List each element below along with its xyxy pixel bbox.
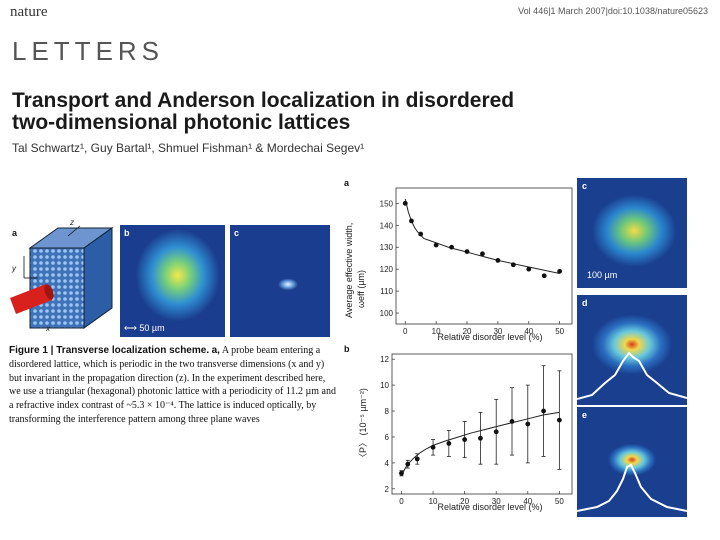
chart-a-panel-letter: a: [344, 178, 350, 188]
section-heading: LETTERS: [12, 36, 165, 66]
chart-a-data-point: [409, 218, 414, 224]
chart-a-ylabel: Average effective width, ωeff (µm): [344, 223, 366, 318]
panel-e-profile-curve: [577, 463, 687, 512]
figure1-panel-b-image: b ⟷ 50 µm: [120, 225, 225, 337]
chart-b-ytick-label: 2: [385, 485, 390, 494]
chart-a-data-point: [526, 266, 532, 272]
panel-letter-b: b: [124, 228, 130, 238]
chart-b-data-point: [430, 444, 436, 450]
chart-b-ytick-label: 6: [385, 433, 390, 442]
scalebar-100um: 100 µm: [587, 270, 618, 280]
chart-b-data-point: [414, 456, 420, 462]
chart-a-data-point: [433, 242, 439, 248]
title-line-2: two-dimensional photonic lattices: [12, 111, 351, 134]
caption-text: A probe beam entering a disordered latti…: [9, 345, 336, 425]
chart-a-svg: a Average effective width, ωeff (µm) 0 10…: [344, 178, 573, 342]
chart-b-data-point: [478, 435, 483, 441]
axis-label-x: x: [46, 324, 50, 333]
chart-b-data-point: [556, 417, 562, 423]
chart-b-data-point: [446, 441, 452, 446]
chart-a-ytick-label: 150: [380, 199, 394, 208]
chart-a-data-point: [495, 257, 501, 263]
article-title: Transport and Anderson localization in d…: [12, 90, 712, 134]
chart-b-data-point: [541, 408, 546, 414]
axis-label-y: y: [12, 264, 16, 273]
chart-b-xtick-label: 20: [460, 497, 469, 506]
chart-a-data-point: [480, 251, 485, 257]
chart-b-xtick-label: 0: [399, 497, 404, 506]
chart-b-xtick-label: 30: [492, 497, 501, 506]
chart-a-data-point: [402, 200, 408, 206]
chart-a-ytick-label: 120: [380, 265, 394, 274]
lattice-cube-illustration: [10, 225, 114, 329]
chart-b-xtick-label: 10: [429, 497, 438, 506]
fig2-panel-letter-e: e: [582, 410, 588, 420]
caption-panel-ref: a,: [211, 345, 220, 356]
chart-b-xtick-label: 50: [555, 497, 564, 506]
chart-a-data-point: [464, 249, 470, 255]
chart-b-ylabel: 〈P〉 (10⁻⁵ µm⁻²): [358, 388, 368, 462]
chart-b-ytick-label: 8: [385, 407, 390, 416]
chart-a-xtick-label: 50: [555, 327, 564, 336]
chart-b-ytick-label: 4: [385, 459, 390, 468]
chart-a-ytick-label: 130: [380, 243, 394, 252]
chart-a-plot-area: 0 10 20 30 40 50 100 110 120 130 140 150: [380, 187, 573, 336]
figure2-panel-c-image: c 100 µm: [577, 178, 687, 288]
chart-b-xtick-label: 40: [523, 497, 532, 506]
chart-b-frame: [391, 353, 573, 495]
chart-a-data-point: [418, 231, 424, 237]
issue-info: Vol 446|1 March 2007|doi:10.1038/nature0…: [518, 6, 708, 16]
figure2-panel-d-image: d: [577, 295, 687, 405]
chart-b-data-point: [399, 470, 404, 476]
chart-a-data-point: [449, 244, 454, 250]
author-list: Tal Schwartz¹, Guy Bartal¹, Shmuel Fishm…: [12, 141, 365, 155]
chart-b-panel-letter: b: [344, 344, 350, 354]
chart-a-data-point: [541, 273, 547, 279]
journal-name: nature: [10, 4, 48, 20]
chart-a-data-point: [557, 268, 563, 274]
chart-a-xlabel: Relative disorder level (%): [437, 332, 542, 342]
caption-label: Figure 1 | Transverse localization schem…: [9, 345, 210, 356]
chart-a-ylabel-line1: Average effective width,: [344, 223, 354, 318]
chart-a-ytick-label: 140: [380, 221, 394, 230]
scalebar-50um: ⟷ 50 µm: [124, 323, 165, 333]
figure1-panel-a: a y x z: [8, 218, 118, 336]
axis-label-z: z: [70, 218, 74, 227]
chart-a-xtick-label: 20: [463, 327, 472, 336]
title-line-1: Transport and Anderson localization in d…: [12, 89, 515, 112]
chart-a-xtick-label: 0: [403, 327, 408, 336]
chart-b-svg: b 〈P〉 (10⁻⁵ µm⁻²) 0 10 20 30 40 50 2 4 6 8 10 12 Re…: [344, 344, 573, 512]
chart-a-ytick-label: 110: [380, 287, 393, 296]
fig2-panel-letter-d: d: [582, 298, 588, 308]
chart-a-frame: [395, 187, 573, 325]
chart-b-ytick-label: 10: [380, 381, 389, 390]
panel-letter-c: c: [234, 228, 240, 238]
chart-b-ytick-label: 12: [380, 355, 389, 364]
chart-a-xtick-label: 30: [493, 327, 502, 336]
chart-a-ytick-label: 100: [380, 309, 394, 318]
fig2-panel-letter-c: c: [582, 181, 588, 191]
chart-a-data-point: [510, 262, 516, 268]
chart-b-plot-area: 0 10 20 30 40 50 2 4 6 8 10 12: [380, 353, 573, 506]
figure1-caption: Figure 1 | Transverse localization schem…: [9, 344, 339, 427]
scalebar-label: 50 µm: [139, 323, 165, 333]
panel-d-profile-curve: [577, 351, 687, 400]
chart-b-data-point: [405, 461, 411, 467]
chart-b-fit-curve: [401, 411, 560, 477]
chart-b-xlabel: Relative disorder level (%): [437, 502, 542, 512]
panel-letter-a: a: [12, 228, 18, 238]
chart-b-data-point: [462, 437, 468, 442]
chart-b-data-point: [493, 429, 499, 435]
chart-b-data-point: [509, 419, 515, 424]
chart-a-xtick-label: 40: [524, 327, 533, 336]
figure1-panel-c-image: c: [230, 225, 330, 337]
figure2-panel-e-image: e: [577, 407, 687, 517]
chart-a-xtick-label: 10: [432, 327, 441, 336]
chart-a-ylabel-line2: ωeff (µm): [356, 270, 366, 308]
chart-b-data-point: [525, 421, 531, 427]
chart-a-fit-curve: [404, 198, 560, 275]
